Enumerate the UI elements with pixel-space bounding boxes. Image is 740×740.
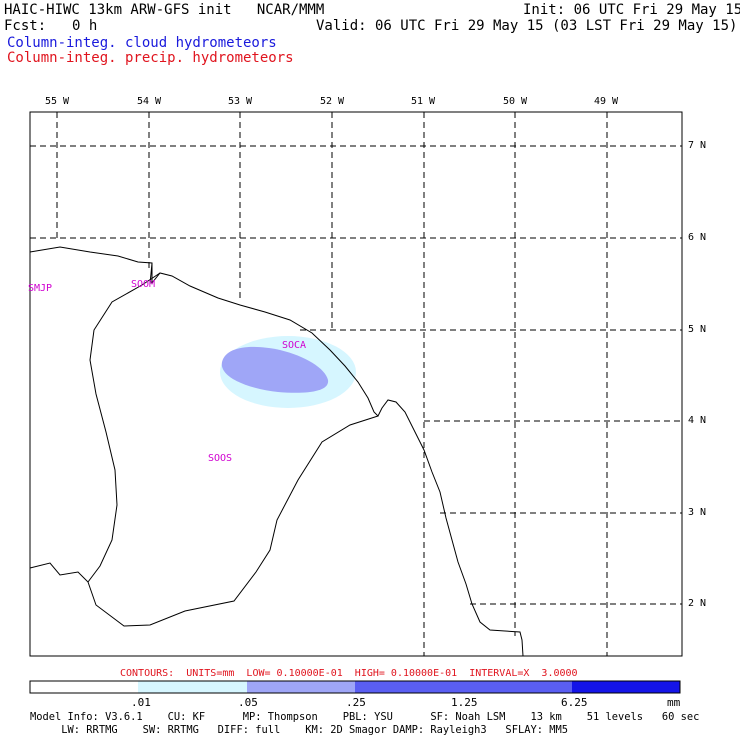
colorbar-label: .05: [238, 696, 258, 709]
colorbar-bin: [572, 681, 680, 693]
colorbar-bin: [247, 681, 355, 693]
colorbar-bin: [138, 681, 247, 693]
lat-label: 6 N: [688, 232, 707, 243]
colorbar-bin: [464, 681, 572, 693]
colorbar-bin: [355, 681, 464, 693]
forecast-label: Fcst:: [4, 18, 47, 34]
lon-label: 49 W: [594, 96, 619, 107]
field-cloud-hydrometeors: Column-integ. cloud hydrometeors: [7, 35, 277, 51]
model-info-line1: Model Info: V3.6.1 CU: KF MP: Thompson P…: [30, 711, 700, 723]
station-label: SMJP: [28, 283, 53, 294]
plot-title: HAIC-HIWC 13km ARW-GFS init NCAR/MMM: [4, 2, 325, 18]
field-precip-hydrometeors: Column-integ. precip. hydrometeors: [7, 50, 294, 66]
station-label: SOOS: [208, 453, 233, 464]
contour-info: CONTOURS: UNITS=mm LOW= 0.10000E-01 HIGH…: [120, 668, 578, 679]
colorbar-units: mm: [667, 696, 681, 709]
model-info-line2: LW: RRTMG SW: RRTMG DIFF: full KM: 2D Sm…: [30, 724, 568, 736]
init-time: Init: 06 UTC Fri 29 May 15: [523, 2, 740, 18]
colorbar-label: 6.25: [561, 696, 588, 709]
forecast-hour: 0 h: [72, 18, 98, 34]
lat-label: 7 N: [688, 140, 707, 151]
colorbar-frame: [29, 680, 681, 694]
colorbar-label: .01: [131, 696, 151, 709]
lat-label: 3 N: [688, 507, 707, 518]
colorbar-bin: [30, 681, 138, 693]
station-label: SOCA: [282, 340, 307, 351]
lat-label: 4 N: [688, 415, 707, 426]
shade-periwinkle: [221, 346, 329, 393]
lon-label: 54 W: [137, 96, 162, 107]
lon-label: 53 W: [228, 96, 253, 107]
station-label: SOOM: [131, 279, 156, 290]
lon-label: 50 W: [503, 96, 528, 107]
valid-time: Valid: 06 UTC Fri 29 May 15 (03 LST Fri …: [316, 18, 738, 34]
colorbar-label: .25: [346, 696, 366, 709]
map-frame: [29, 111, 683, 657]
lat-label: 2 N: [688, 598, 707, 609]
lon-label: 55 W: [45, 96, 70, 107]
lat-label: 5 N: [688, 324, 707, 335]
graticule: [30, 112, 682, 656]
colorbar-label: 1.25: [451, 696, 478, 709]
coastline: [29, 246, 524, 657]
lon-label: 52 W: [320, 96, 345, 107]
lon-label: 51 W: [411, 96, 436, 107]
